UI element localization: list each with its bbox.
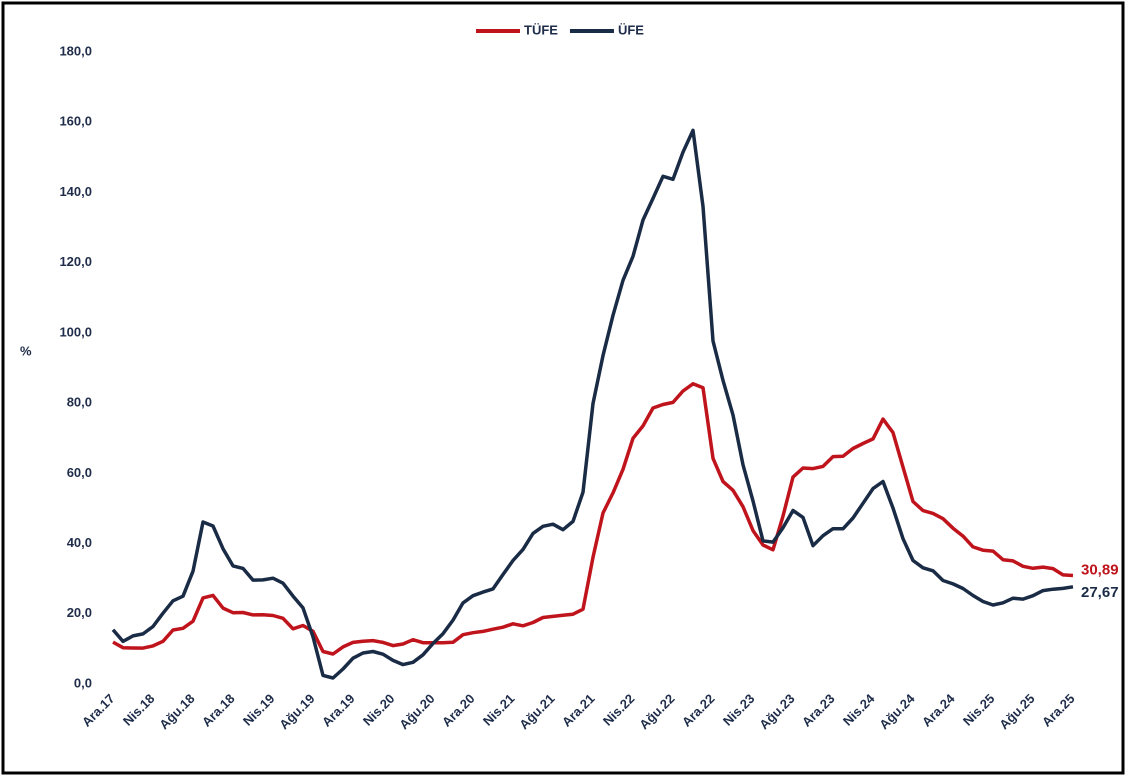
y-tick-label: 40,0 <box>67 535 92 550</box>
y-tick-label: 0,0 <box>74 675 92 690</box>
y-tick-label: 180,0 <box>59 43 92 58</box>
y-tick-label: 120,0 <box>59 254 92 269</box>
series-line <box>112 382 1074 656</box>
y-tick-label: 100,0 <box>59 324 92 339</box>
legend-label: ÜFE <box>618 22 644 37</box>
y-tick-label: 60,0 <box>67 465 92 480</box>
y-tick-label: 140,0 <box>59 184 92 199</box>
legend-label: TÜFE <box>524 22 558 37</box>
y-axis-label: % <box>20 343 32 358</box>
data-label: 27,67 <box>1081 584 1119 601</box>
y-tick-label: 20,0 <box>67 605 92 620</box>
data-label: 30,89 <box>1081 562 1119 579</box>
y-tick-label: 160,0 <box>59 114 92 129</box>
y-tick-label: 80,0 <box>67 395 92 410</box>
series-line <box>111 128 1074 680</box>
